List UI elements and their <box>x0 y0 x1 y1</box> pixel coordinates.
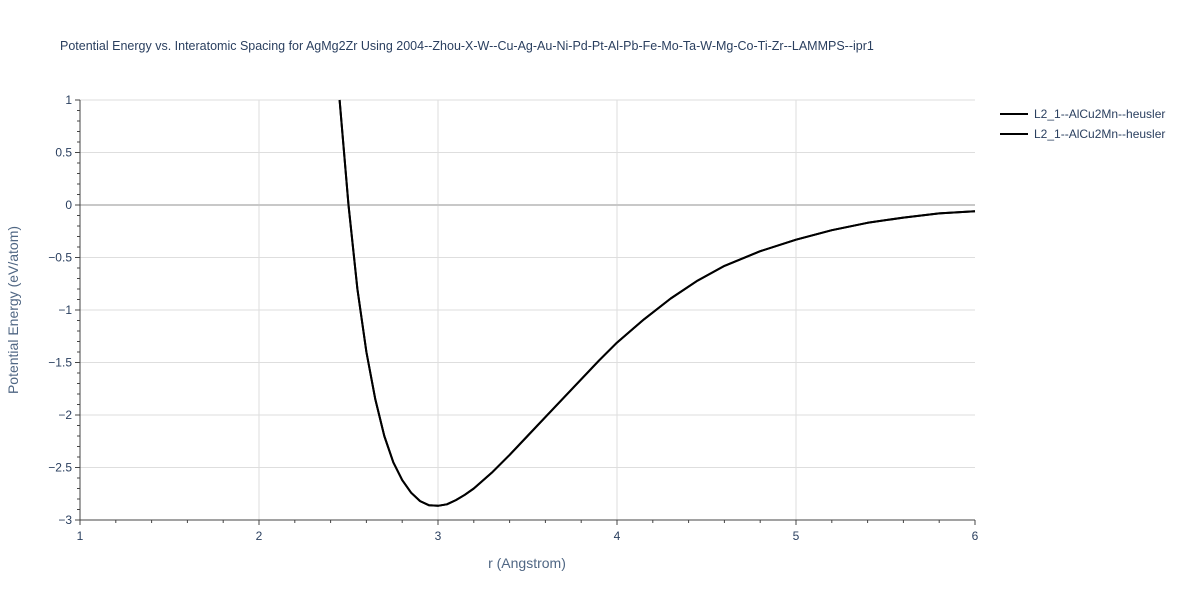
x-tick-labels: 1 2 3 4 5 6 <box>77 529 979 543</box>
axes <box>75 99 976 525</box>
y-tick-label: −0.5 <box>48 251 72 265</box>
y-tick-label: −1.5 <box>48 356 72 370</box>
x-tick-label: 4 <box>614 529 621 543</box>
y-tick-label: 0.5 <box>55 146 72 160</box>
y-tick-labels: 1 0.5 0 −0.5 −1 −1.5 −2 −2.5 −3 <box>48 93 72 527</box>
x-tick-label: 1 <box>77 529 84 543</box>
legend-label: L2_1--AlCu2Mn--heusler <box>1034 127 1165 141</box>
x-tick-label: 5 <box>793 529 800 543</box>
chart-title: Potential Energy vs. Interatomic Spacing… <box>60 39 874 53</box>
series-line-1 <box>338 99 976 507</box>
legend-item-2[interactable]: L2_1--AlCu2Mn--heusler <box>1000 127 1165 141</box>
y-tick-label: −2.5 <box>48 461 72 475</box>
y-axis-title: Potential Energy (eV/atom) <box>5 226 21 394</box>
series-group <box>338 99 976 507</box>
y-tick-label: −3 <box>58 513 72 527</box>
y-tick-label: 1 <box>65 93 72 107</box>
x-tick-label: 3 <box>435 529 442 543</box>
y-tick-label: −2 <box>58 408 72 422</box>
y-tick-label: 0 <box>65 198 72 212</box>
x-tick-label: 2 <box>256 529 263 543</box>
legend[interactable]: L2_1--AlCu2Mn--heusler L2_1--AlCu2Mn--heu… <box>1000 107 1165 141</box>
grid <box>80 99 975 520</box>
legend-item-1[interactable]: L2_1--AlCu2Mn--heusler <box>1000 107 1165 121</box>
x-tick-label: 6 <box>972 529 979 543</box>
x-axis-title: r (Angstrom) <box>488 555 566 571</box>
series-line-2 <box>338 99 976 507</box>
y-tick-label: −1 <box>58 303 72 317</box>
legend-label: L2_1--AlCu2Mn--heusler <box>1034 107 1165 121</box>
